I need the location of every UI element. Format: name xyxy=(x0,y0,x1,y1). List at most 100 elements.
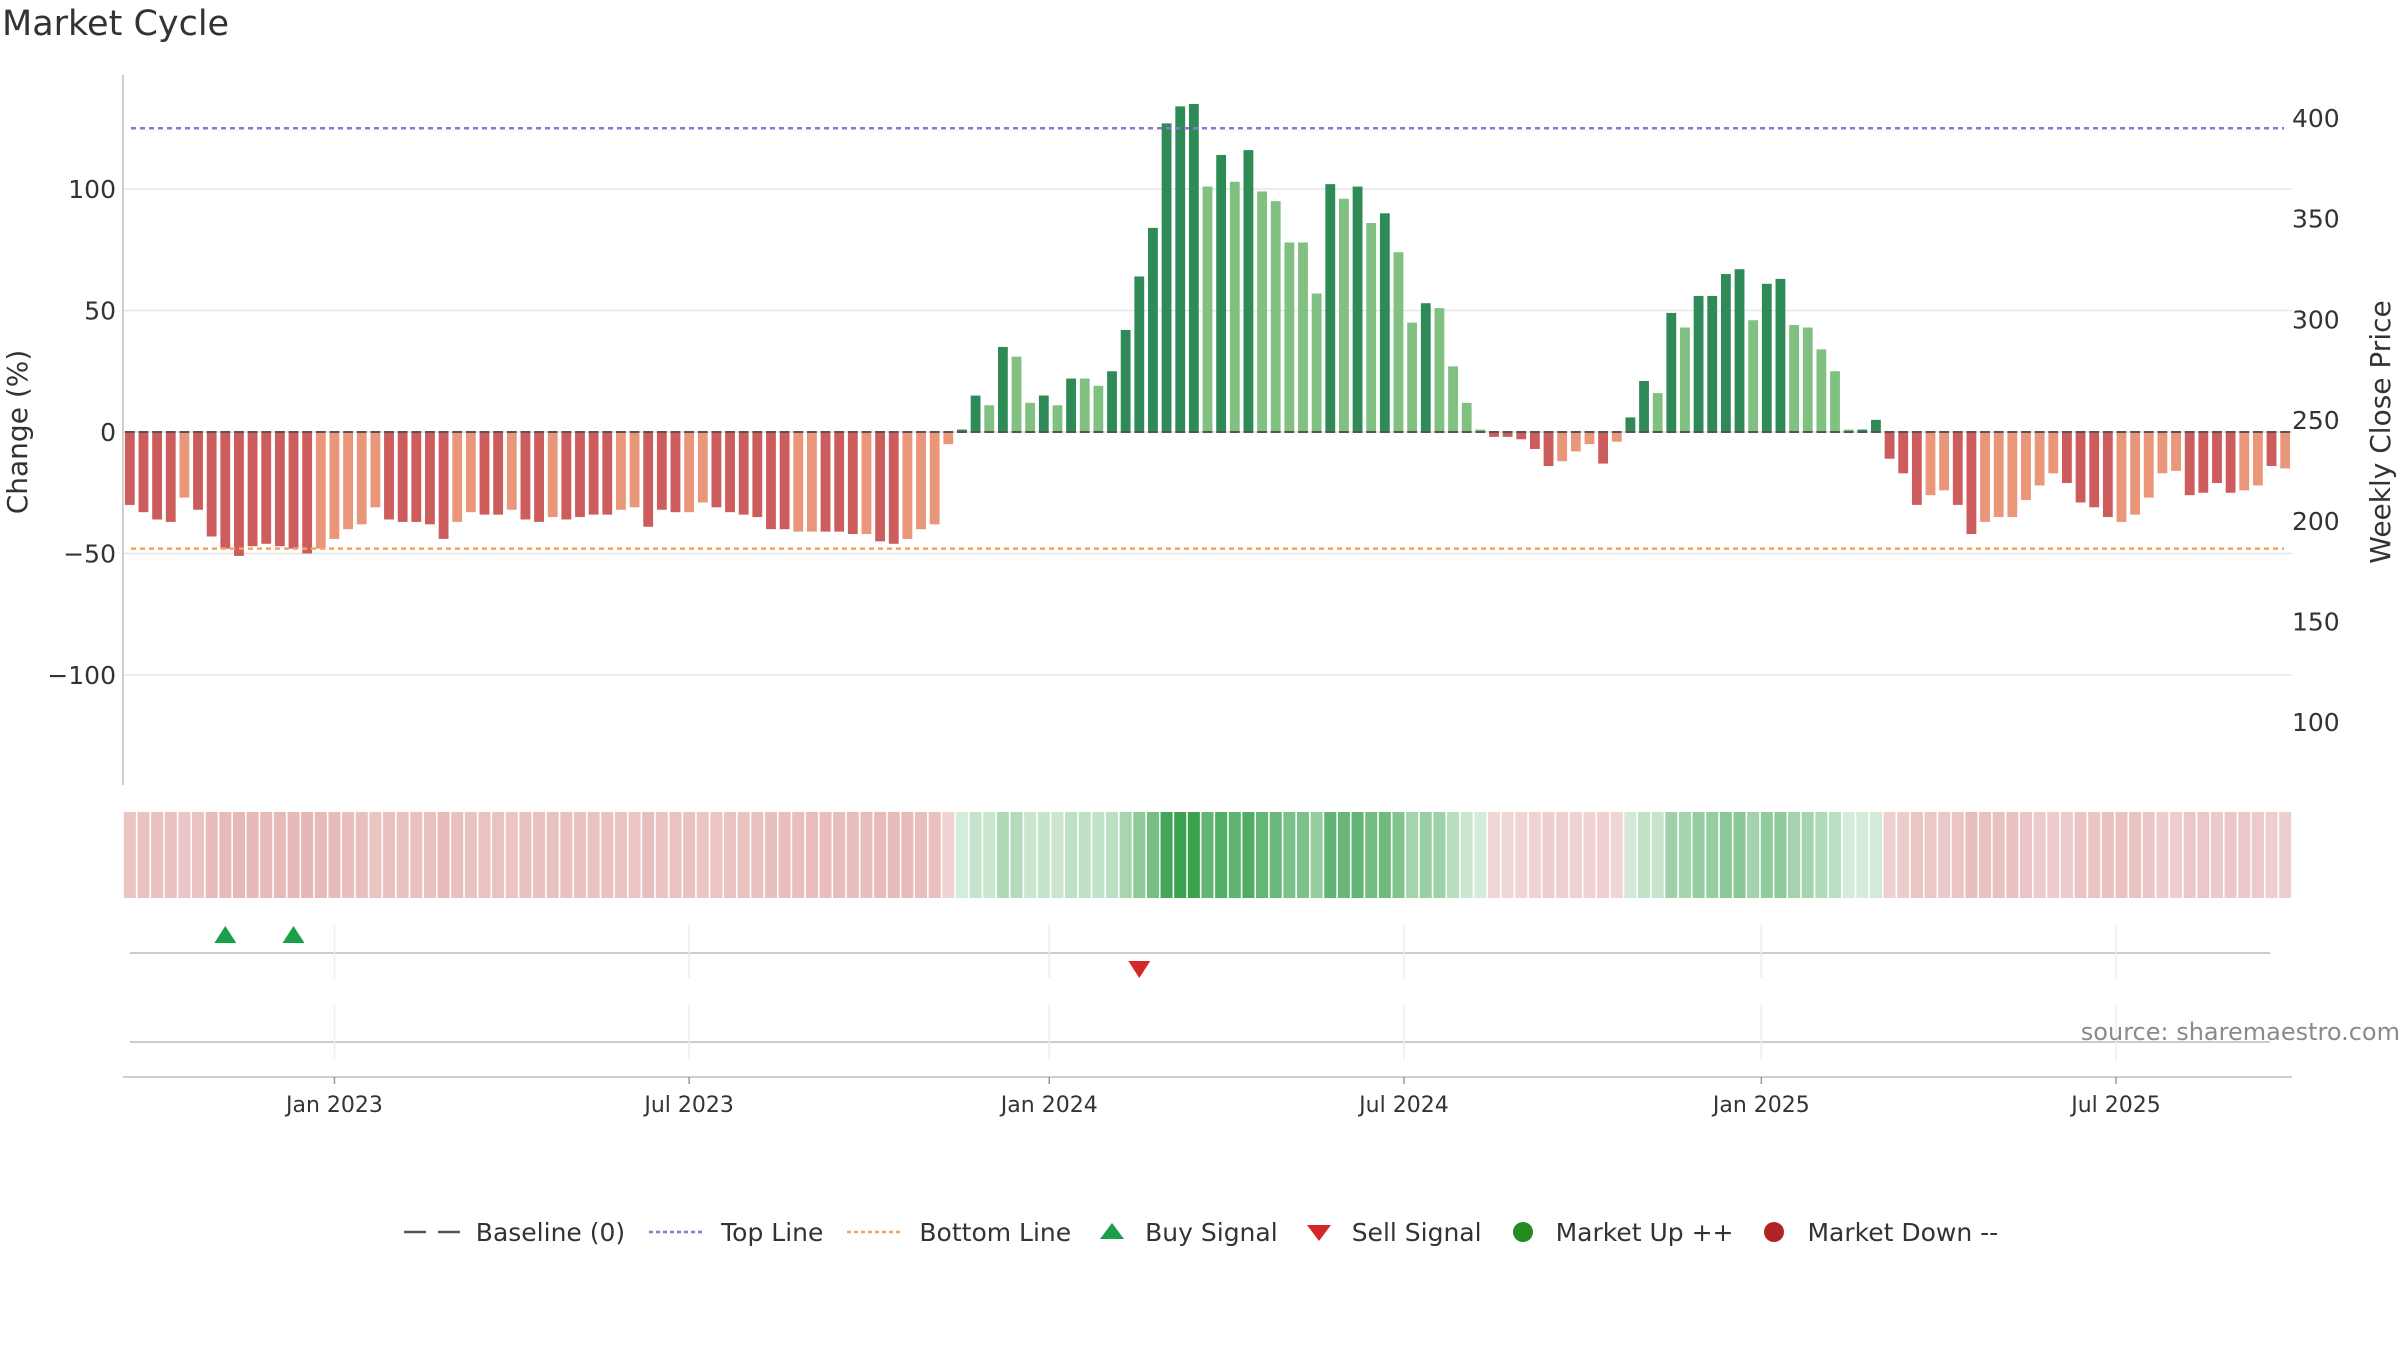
buy-signal-marker xyxy=(282,926,305,943)
strip-cell xyxy=(1706,812,1719,898)
strip-cell xyxy=(1610,812,1623,898)
bar xyxy=(1202,186,1213,432)
strip-cell xyxy=(1419,812,1432,898)
bar xyxy=(916,432,926,530)
strip-cell xyxy=(2142,812,2155,898)
bar xyxy=(1748,320,1759,432)
bar xyxy=(152,432,163,520)
strip-cell xyxy=(1433,812,1446,898)
bar xyxy=(1216,154,1227,433)
bar xyxy=(1925,432,1936,496)
strip-cell xyxy=(696,812,709,898)
strip-cell xyxy=(1597,812,1610,898)
y2-axis-title: Weekly Close Price xyxy=(2364,300,2397,563)
strip-cell xyxy=(2074,812,2087,898)
strip-cell xyxy=(1119,812,1132,898)
bar xyxy=(1475,429,1486,432)
legend-item: Market Down -- xyxy=(1755,1218,1998,1247)
strip-cell xyxy=(205,812,218,898)
strip-cell xyxy=(123,812,136,898)
y2-tick-label: 250 xyxy=(2292,406,2340,435)
strip-cell xyxy=(1883,812,1896,898)
strip-cell xyxy=(2197,812,2210,898)
strip-cell xyxy=(928,812,941,898)
strip-cell xyxy=(1678,812,1691,898)
strip-cell xyxy=(1092,812,1105,898)
strip-cell xyxy=(492,812,505,898)
bar xyxy=(1434,308,1445,432)
bar xyxy=(520,432,531,520)
strip-cell xyxy=(1869,812,1882,898)
bar xyxy=(1093,385,1104,432)
strip-cell xyxy=(273,812,286,898)
y2-tick-label: 150 xyxy=(2292,608,2340,637)
bar xyxy=(752,432,763,518)
strip-cell xyxy=(901,812,914,898)
x-tick-label: Jul 2024 xyxy=(1357,1093,1449,1118)
bar xyxy=(220,432,231,549)
bar xyxy=(1789,325,1799,432)
bar xyxy=(1720,274,1731,432)
bar xyxy=(929,432,940,525)
strip-cell xyxy=(1501,812,1514,898)
bar xyxy=(793,432,804,532)
bar xyxy=(302,432,313,554)
bar xyxy=(1393,252,1404,432)
bar xyxy=(1952,432,1963,505)
strip-cell xyxy=(1242,812,1255,898)
strip-cell xyxy=(1665,812,1678,898)
bar xyxy=(1639,380,1649,432)
bar xyxy=(1257,191,1267,432)
bar xyxy=(274,432,285,547)
bar xyxy=(725,432,735,513)
strip-cell xyxy=(314,812,327,898)
triangle-down-icon xyxy=(1306,1225,1331,1241)
bar xyxy=(1966,432,1977,535)
bar xyxy=(1939,432,1950,491)
bar xyxy=(179,432,190,498)
legend-label: Top Line xyxy=(721,1217,824,1247)
strip-cell xyxy=(287,812,300,898)
bar xyxy=(1188,103,1199,432)
strip-cell xyxy=(683,812,696,898)
strip-cell xyxy=(369,812,382,898)
strip-cell xyxy=(478,812,491,898)
x-tick-label: Jul 2025 xyxy=(2069,1093,2161,1118)
strip-cell xyxy=(1160,812,1173,898)
strip-cell xyxy=(1910,812,1923,898)
strip-cell xyxy=(451,812,464,898)
strip-cell xyxy=(1447,812,1460,898)
dotted-line-icon xyxy=(649,1230,706,1234)
strip-cell xyxy=(1310,812,1323,898)
strip-cell xyxy=(533,812,546,898)
bar xyxy=(1502,432,1513,437)
bar xyxy=(711,432,722,508)
x-axis: Jan 2023 Jul 2023 Jan 2024 Jul 2024 Jan 2025… xyxy=(123,1076,2292,1118)
strip-cell xyxy=(396,812,409,898)
strip-cell xyxy=(846,812,859,898)
strip-cell xyxy=(1228,812,1241,898)
strip-cell xyxy=(410,812,423,898)
bar xyxy=(997,346,1008,432)
bar xyxy=(1652,393,1663,432)
strip-cell xyxy=(587,812,600,898)
strip-cell xyxy=(874,812,887,898)
strip-cell xyxy=(1788,812,1801,898)
bar xyxy=(234,432,244,556)
strip-cell xyxy=(2060,812,2073,898)
bar xyxy=(397,432,408,522)
bar xyxy=(1038,395,1049,432)
strip-cell xyxy=(423,812,436,898)
bar xyxy=(2280,432,2291,469)
strip-cell xyxy=(2115,812,2128,898)
strip-cell xyxy=(1556,812,1569,898)
strip-cell xyxy=(1528,812,1541,898)
strip-cell xyxy=(328,812,341,898)
bar xyxy=(1175,106,1186,432)
bar xyxy=(465,432,476,513)
bar xyxy=(1911,432,1922,505)
strip-cell xyxy=(260,812,273,898)
strip-cell xyxy=(1351,812,1364,898)
strip-cell xyxy=(1638,812,1651,898)
strip-cell xyxy=(560,812,573,898)
